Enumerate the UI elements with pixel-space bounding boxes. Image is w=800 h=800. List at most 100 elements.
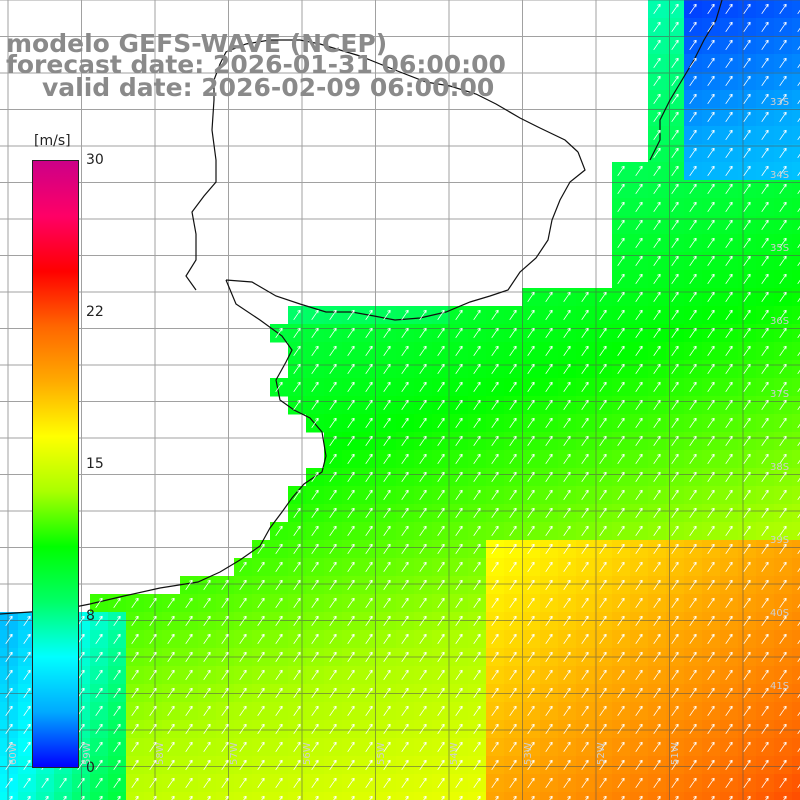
wind-arrow <box>545 453 553 465</box>
wind-arrow <box>437 471 445 483</box>
wind-arrow <box>743 615 751 627</box>
wind-arrow <box>545 291 553 303</box>
wind-arrow <box>383 723 391 735</box>
wind-arrow <box>167 633 175 645</box>
wind-arrow <box>707 399 715 411</box>
wind-arrow <box>275 741 283 753</box>
wind-arrow <box>761 93 769 105</box>
wind-arrow <box>527 525 535 537</box>
wind-arrow <box>527 759 535 771</box>
wind-arrow <box>401 741 409 753</box>
wind-cell <box>486 792 505 800</box>
wind-arrow <box>347 489 355 501</box>
wind-arrow <box>23 651 31 663</box>
wind-cell <box>792 342 800 361</box>
wind-arrow <box>743 705 751 717</box>
wind-arrow <box>545 399 553 411</box>
wind-arrow <box>581 543 589 555</box>
wind-arrow <box>239 651 247 663</box>
wind-arrow <box>365 741 373 753</box>
wind-arrow <box>797 9 800 15</box>
wind-cell <box>378 792 397 800</box>
wind-arrow <box>689 525 697 537</box>
wind-arrow <box>689 75 697 87</box>
wind-arrow <box>293 597 301 609</box>
wind-arrow <box>635 417 643 429</box>
wind-arrow <box>401 453 409 465</box>
wind-arrow <box>725 759 733 771</box>
wind-arrow <box>725 363 733 375</box>
wind-arrow <box>761 363 769 375</box>
wind-arrow <box>599 327 607 339</box>
wind-arrow <box>797 549 800 555</box>
wind-arrow <box>455 561 463 573</box>
wind-arrow <box>455 309 463 321</box>
wind-arrow <box>707 75 715 87</box>
wind-arrow <box>653 651 661 663</box>
wind-arrow <box>527 687 535 699</box>
wind-arrow <box>563 489 571 501</box>
wind-arrow <box>117 795 121 800</box>
wind-cell <box>774 792 793 800</box>
wind-arrow <box>527 777 535 789</box>
wind-arrow <box>707 525 715 537</box>
wind-arrow <box>617 327 625 339</box>
wind-arrow <box>779 183 787 195</box>
wind-cell <box>792 108 800 127</box>
wind-arrow <box>509 633 517 645</box>
wind-arrow <box>383 597 391 609</box>
wind-arrow <box>671 201 679 213</box>
wind-arrow <box>455 471 463 483</box>
wind-arrow <box>653 363 661 375</box>
wind-arrow <box>707 417 715 429</box>
wind-cell <box>432 792 451 800</box>
wind-cell <box>504 792 523 800</box>
wind-arrow <box>693 795 697 800</box>
wind-arrow <box>221 723 229 735</box>
wind-arrow <box>491 381 499 393</box>
wind-arrow <box>419 507 427 519</box>
wind-arrow <box>797 333 800 339</box>
wind-arrow <box>437 309 445 321</box>
wind-arrow <box>779 561 787 573</box>
wind-arrow <box>473 507 481 519</box>
wind-arrow <box>635 201 643 213</box>
wind-arrow <box>365 615 373 627</box>
wind-arrow <box>419 525 427 537</box>
wind-arrow <box>689 723 697 735</box>
wind-arrow <box>95 777 103 789</box>
wind-arrow <box>275 723 283 735</box>
wind-arrow <box>311 633 319 645</box>
wind-arrow <box>653 435 661 447</box>
wind-arrow <box>527 381 535 393</box>
wind-arrow <box>329 705 337 717</box>
wind-arrow <box>167 741 175 753</box>
wind-arrow <box>329 489 337 501</box>
wind-arrow <box>257 669 265 681</box>
wind-arrow <box>797 81 800 87</box>
wind-arrow <box>707 615 715 627</box>
wind-arrow <box>329 345 337 357</box>
wind-arrow <box>95 669 103 681</box>
lon-label: 60W <box>8 742 19 765</box>
wind-arrow <box>797 603 800 609</box>
wind-cell <box>792 234 800 253</box>
wind-arrow <box>761 237 769 249</box>
wind-arrow <box>635 777 643 789</box>
wind-arrow <box>509 669 517 681</box>
wind-arrow <box>617 543 625 555</box>
wind-arrow <box>617 705 625 717</box>
wind-arrow <box>401 309 409 321</box>
wind-arrow <box>221 615 229 627</box>
wind-arrow <box>797 765 800 771</box>
wind-arrow <box>365 453 373 465</box>
wind-arrow <box>365 723 373 735</box>
wind-arrow <box>383 705 391 717</box>
wind-arrow <box>707 669 715 681</box>
wind-arrow <box>653 669 661 681</box>
wind-arrow <box>257 615 265 627</box>
wind-arrow <box>423 795 427 800</box>
wind-arrow <box>149 651 157 663</box>
wind-arrow <box>509 489 517 501</box>
wind-arrow <box>297 795 301 800</box>
